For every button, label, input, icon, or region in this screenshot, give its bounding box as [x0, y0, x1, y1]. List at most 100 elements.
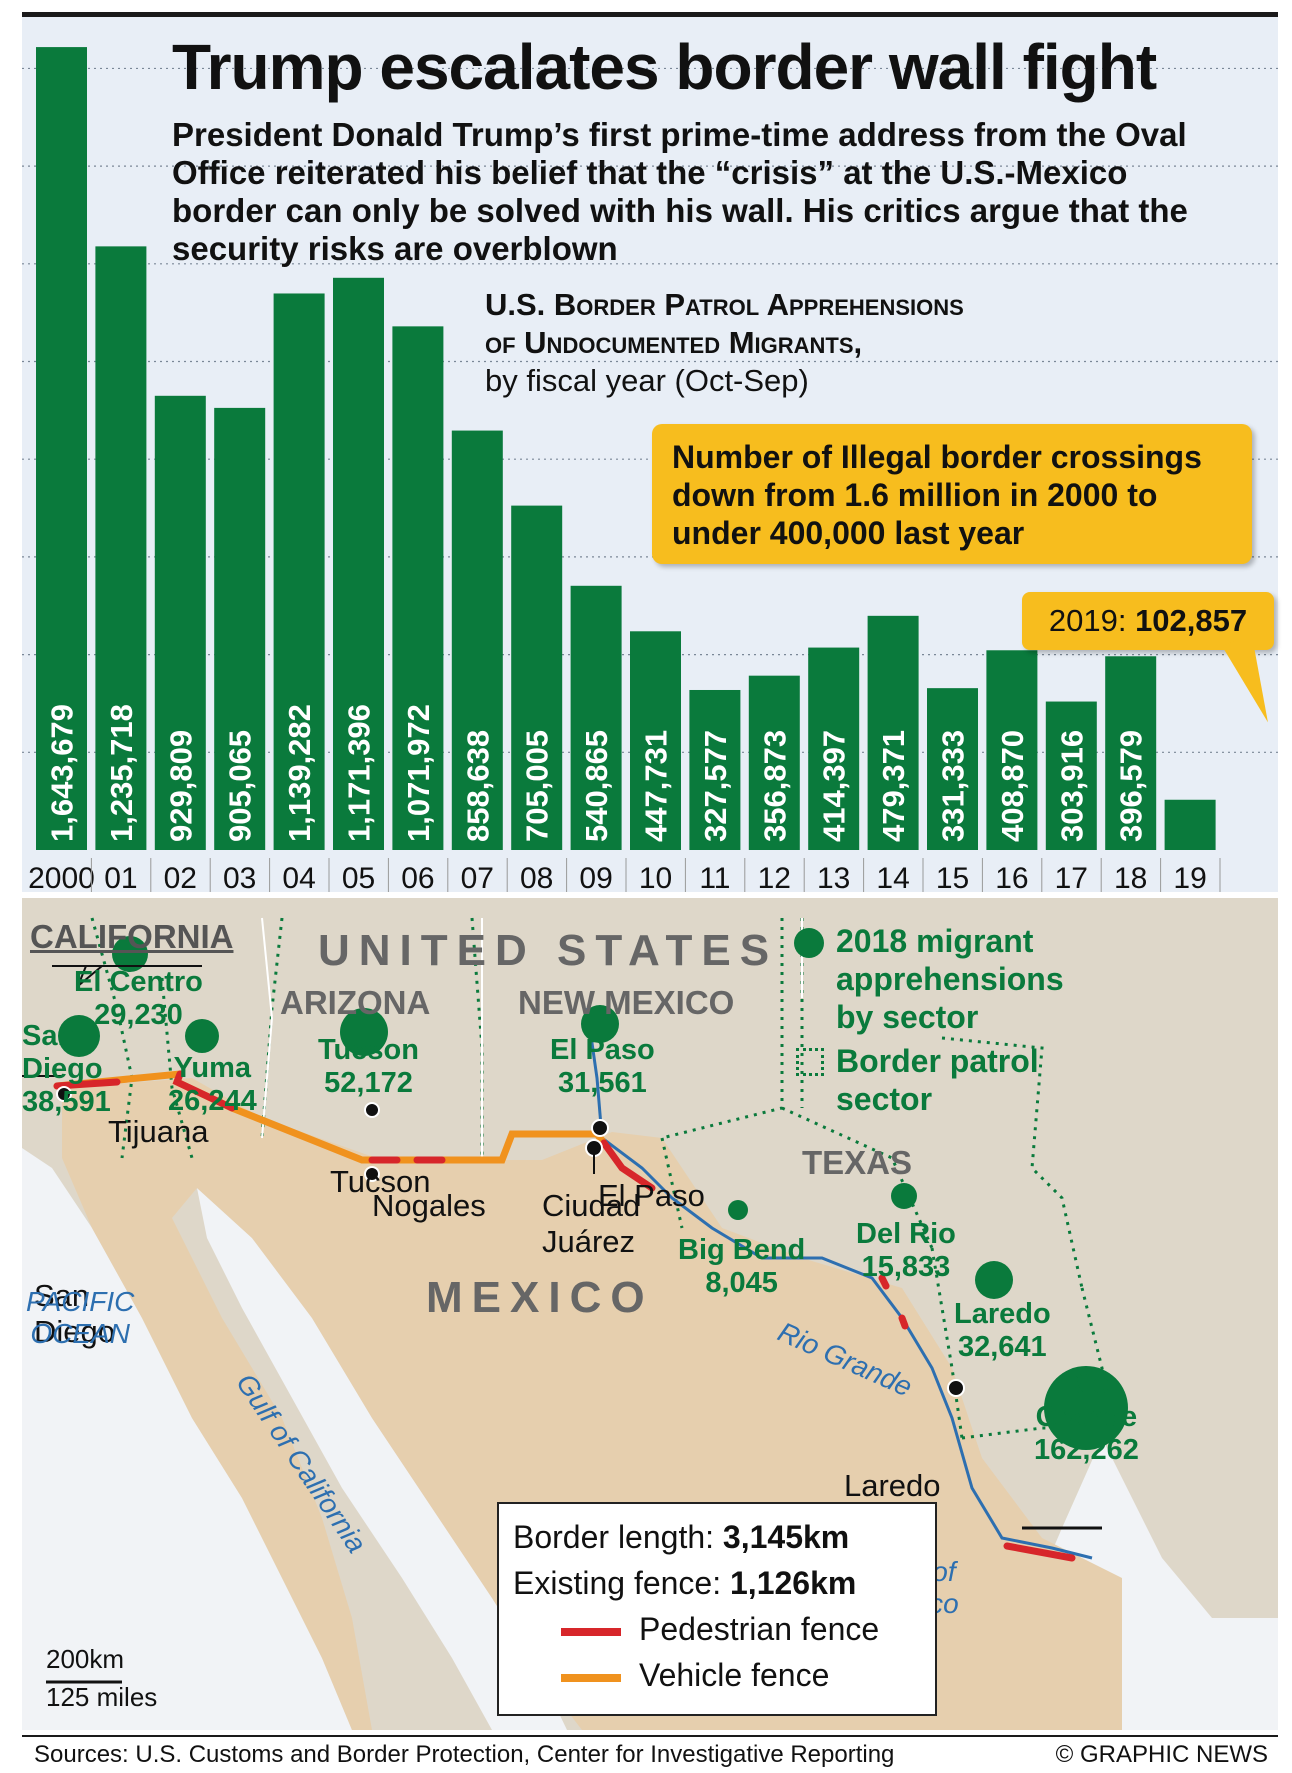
circle-el-centro: [112, 936, 148, 972]
city-dots: [56, 1086, 965, 1397]
bar-value-label-03: 905,065: [223, 730, 258, 842]
city-tijuana: Tijuana: [108, 1114, 209, 1149]
bar-value-label-04: 1,139,282: [282, 704, 317, 842]
x-tick-03: 03: [223, 862, 256, 892]
city-tucson: Tucson: [330, 1164, 431, 1199]
x-tick-13: 13: [817, 862, 850, 892]
city-ciudad-1: Ciudad: [542, 1188, 641, 1223]
sector-el-centro-value: 29,230: [94, 999, 183, 1031]
x-tick-06: 06: [401, 862, 434, 892]
bar-value-label-16: 408,870: [995, 730, 1030, 842]
label-pacific-2: OCEAN: [30, 1318, 130, 1349]
callout-2019-label: 2019:: [1048, 603, 1127, 638]
bar-12: [748, 675, 800, 850]
sector-tucson-name: Tucson: [318, 1034, 419, 1066]
circle-big-bend: [728, 1200, 748, 1220]
city-ciudad-juarez: Ciudad Juárez: [542, 1188, 640, 1260]
x-tick-09: 09: [579, 862, 612, 892]
sector-tucson-value: 52,172: [324, 1067, 413, 1099]
bar-value-label-06: 1,071,972: [401, 704, 436, 842]
circle-del-rio: [891, 1183, 917, 1209]
bar-08: [511, 505, 563, 850]
legend-pedestrian-label: Pedestrian fence: [639, 1611, 880, 1647]
bar-17: [1045, 701, 1097, 850]
city-nogales: Nogales: [372, 1188, 486, 1223]
legend-sector-label: Border patrol sector: [836, 1043, 1039, 1117]
x-tick-18: 18: [1114, 862, 1147, 892]
bar-04: [273, 293, 325, 850]
circle-san-diego: [58, 1015, 100, 1057]
sector-del-rio: Del Rio 15,833: [856, 1218, 956, 1284]
chart-title-line1: U.S. Border Patrol Apprehensions: [485, 287, 964, 322]
legend-circle: 2018 migrant apprehensions by sector: [794, 922, 1106, 1036]
circle-laredo: [975, 1261, 1013, 1299]
legend-sector-icon: [796, 1048, 824, 1076]
x-axis-ticks: 2000 01 02 03 04 05 06 07 08 09 10 11 12 13 14 15 16 17 18…: [28, 858, 1221, 892]
sector-del-rio-name: Del Rio: [856, 1218, 956, 1250]
bar-01: [95, 246, 147, 850]
callout-box: Number of Illegal border crossings down …: [652, 424, 1252, 564]
intro-text: President Donald Trump’s first prime-tim…: [172, 116, 1188, 267]
label-pacific-1: PACIFIC: [26, 1286, 135, 1317]
border-info-box: Border length: 3,145km Existing fence: 1…: [497, 1502, 937, 1716]
sector-san-diego-value: 38,591: [22, 1086, 111, 1118]
chart-title-line2: of Undocumented Migrants,: [485, 325, 863, 360]
sector-big-bend: Big Bend 8,045: [678, 1234, 805, 1300]
x-tick-01: 01: [104, 862, 137, 892]
x-tick-16: 16: [995, 862, 1028, 892]
bar-10: [630, 631, 681, 850]
bar-value-label-11: 327,577: [698, 730, 733, 842]
sector-yuma-value: 26,244: [168, 1085, 257, 1117]
x-tick-11: 11: [699, 862, 730, 892]
city-laredo: Laredo: [844, 1468, 941, 1503]
bar-09: [570, 585, 622, 850]
sector-rio-grande-name1: Rio: [1063, 1368, 1110, 1400]
bar-value-label-02: 929,809: [163, 730, 198, 842]
bar-value-label-17: 303,916: [1054, 730, 1089, 842]
bar-value-label-07: 858,638: [460, 730, 495, 842]
x-tick-17: 17: [1055, 862, 1088, 892]
sector-big-bend-name: Big Bend: [678, 1234, 806, 1266]
footer-credit: © GRAPHIC NEWS: [1055, 1741, 1268, 1768]
x-tick-02: 02: [164, 862, 197, 892]
sector-rio-grande-name2: Grande: [1035, 1401, 1138, 1433]
sector-rio-grande: Rio Grande 162,262: [1034, 1368, 1139, 1467]
legend-circle-icon: [794, 928, 824, 958]
info-border-length: Border length: 3,145km: [513, 1514, 921, 1560]
chart-panel: 1,643,679 1,235,718 929,809 905,065 1,139,28…: [22, 12, 1285, 892]
sector-circles: [58, 936, 1128, 1450]
x-tick-07: 07: [461, 862, 494, 892]
label-united-states: UNITED STATES: [318, 926, 779, 975]
city-san-diego: San Diego: [34, 1278, 115, 1350]
sector-san-diego-name1: San: [22, 1020, 76, 1052]
bar-15: [927, 688, 978, 850]
bar-value-label-2000: 1,643,679: [45, 704, 80, 842]
sector-san-diego: San Diego 38,591: [22, 1020, 111, 1119]
x-tick-14: 14: [876, 862, 909, 892]
bar-value-label-13: 414,397: [817, 730, 852, 842]
footer-sources: Sources: U.S. Customs and Border Protect…: [34, 1741, 895, 1768]
sector-el-paso-value: 31,561: [558, 1067, 647, 1099]
circle-rio-grande: [1044, 1366, 1128, 1450]
sector-tucson: Tucson 52,172: [318, 1034, 419, 1100]
x-tick-2000: 2000: [28, 862, 95, 892]
label-texas: TEXAS: [802, 1144, 913, 1181]
info-existing-fence: Existing fence: 1,126km: [513, 1560, 921, 1606]
sector-el-paso-name: El Paso: [550, 1034, 655, 1066]
info-border-value: 3,145km: [722, 1519, 850, 1555]
x-tick-10: 10: [639, 862, 672, 892]
label-new-mexico: NEW MEXICO: [518, 984, 735, 1021]
sector-laredo-name: Laredo: [954, 1298, 1051, 1330]
bar-19: [1164, 799, 1216, 850]
x-tick-15: 15: [936, 862, 969, 892]
gulf-of-california: [197, 1188, 567, 1730]
chart-subtitle: by fiscal year (Oct-Sep): [485, 363, 809, 398]
x-tick-08: 08: [520, 862, 553, 892]
x-tick-04: 04: [282, 862, 315, 892]
bar-value-label-14: 479,371: [876, 730, 911, 842]
sector-el-centro: El Centro 29,230: [74, 966, 203, 1032]
label-pacific-ocean: PACIFIC OCEAN: [26, 1286, 134, 1350]
x-tick-19: 19: [1173, 862, 1206, 892]
bar-value-label-05: 1,171,396: [342, 704, 377, 842]
city-el-paso: El Paso: [598, 1178, 705, 1213]
